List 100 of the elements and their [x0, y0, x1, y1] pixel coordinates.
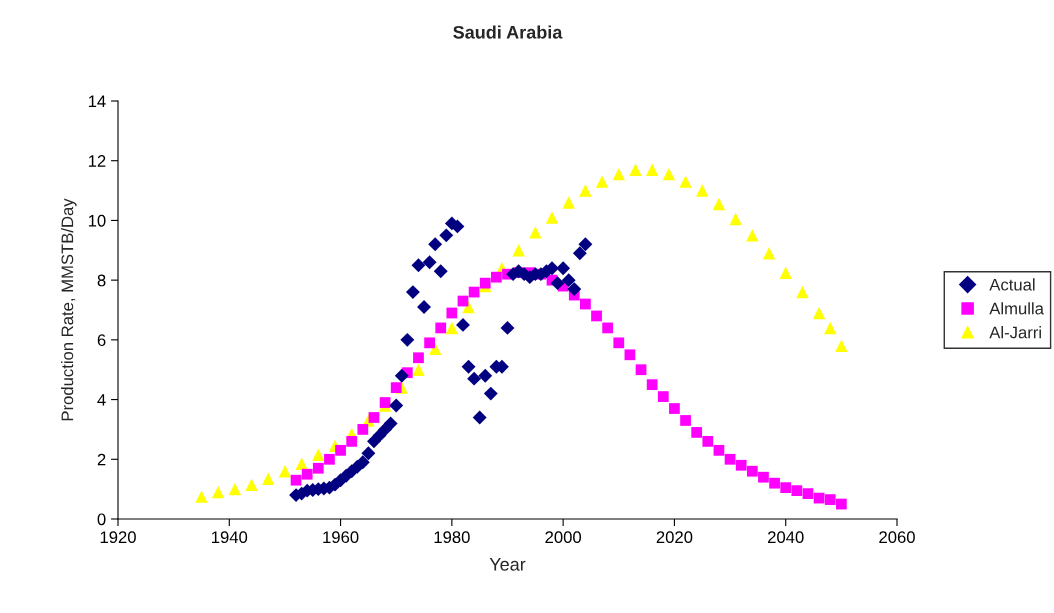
point — [245, 478, 258, 491]
y-tick-label: 14 — [88, 95, 106, 108]
point — [355, 455, 370, 470]
point — [435, 322, 447, 334]
point — [195, 490, 208, 503]
point — [361, 446, 376, 461]
point — [572, 246, 587, 261]
point — [461, 359, 476, 374]
x-tick-label: 1980 — [434, 531, 470, 544]
point — [295, 457, 308, 470]
point — [758, 471, 769, 483]
point — [735, 459, 747, 471]
point — [595, 175, 609, 188]
point — [791, 485, 803, 497]
point — [335, 444, 346, 456]
point — [579, 184, 592, 197]
point — [691, 427, 703, 438]
point — [357, 424, 369, 435]
point — [290, 474, 302, 486]
point — [802, 488, 814, 499]
point — [472, 410, 487, 425]
point — [346, 435, 358, 447]
point — [724, 453, 736, 465]
y-tick-label: 4 — [97, 394, 106, 406]
y-axis-title: Production Rate, MMSTB/Day — [61, 198, 77, 421]
chart-title: Saudi Arabia — [453, 25, 563, 39]
point — [712, 197, 726, 211]
point — [478, 368, 493, 383]
point — [629, 163, 642, 176]
point — [702, 435, 714, 447]
point — [729, 212, 742, 226]
point — [483, 386, 498, 401]
point — [379, 397, 391, 408]
point — [556, 261, 571, 276]
point — [445, 321, 459, 335]
x-tick-label: 2020 — [656, 531, 693, 544]
point — [411, 258, 426, 273]
point — [635, 364, 647, 376]
point — [835, 498, 847, 510]
x-tick-label: 2040 — [768, 531, 804, 544]
point — [746, 465, 758, 477]
point — [713, 444, 725, 456]
point — [400, 332, 415, 347]
point — [529, 226, 542, 239]
point — [591, 310, 602, 322]
point — [500, 320, 515, 335]
point — [562, 196, 575, 209]
point — [422, 255, 437, 270]
point — [424, 337, 435, 349]
point — [662, 167, 676, 181]
y-tick-label: 8 — [97, 274, 106, 287]
y-tick-label: 2 — [97, 453, 106, 466]
point — [646, 379, 658, 391]
x-tick-label: 1960 — [323, 531, 359, 544]
point — [512, 244, 525, 257]
point — [624, 349, 636, 361]
point — [301, 468, 313, 480]
point — [679, 175, 692, 188]
x-tick-label: 1920 — [100, 531, 136, 544]
y-tick-label: 12 — [88, 155, 106, 167]
point — [578, 237, 593, 252]
x-axis-title: Year — [489, 558, 526, 571]
point — [312, 462, 324, 474]
point — [580, 298, 591, 310]
point — [446, 307, 458, 319]
point — [405, 285, 420, 300]
point — [680, 415, 691, 426]
point — [467, 371, 482, 386]
point — [211, 485, 225, 499]
point — [835, 339, 848, 353]
point — [762, 247, 776, 260]
point — [612, 167, 625, 181]
point — [602, 322, 614, 334]
legend-label: Almulla — [989, 302, 1044, 315]
point — [779, 266, 792, 279]
legend-label: Actual — [989, 278, 1035, 291]
point — [262, 472, 275, 485]
point — [456, 317, 470, 332]
point — [428, 342, 442, 356]
point — [490, 271, 502, 283]
x-tick-label: 1940 — [212, 531, 248, 544]
point — [439, 228, 454, 243]
point — [312, 448, 325, 462]
point — [769, 477, 780, 489]
point — [561, 273, 576, 288]
x-tick-label: 2060 — [879, 531, 915, 544]
point — [324, 453, 335, 465]
point — [383, 416, 398, 431]
point — [567, 282, 582, 297]
x-tick-label: 2000 — [545, 531, 582, 544]
point — [796, 285, 809, 299]
point — [613, 337, 625, 349]
point — [394, 368, 409, 383]
point — [824, 321, 837, 335]
point — [545, 211, 559, 224]
point — [696, 184, 709, 197]
point — [389, 398, 404, 413]
point — [413, 352, 424, 364]
point — [812, 306, 826, 320]
legend-label: Al-Jarri — [989, 326, 1041, 339]
